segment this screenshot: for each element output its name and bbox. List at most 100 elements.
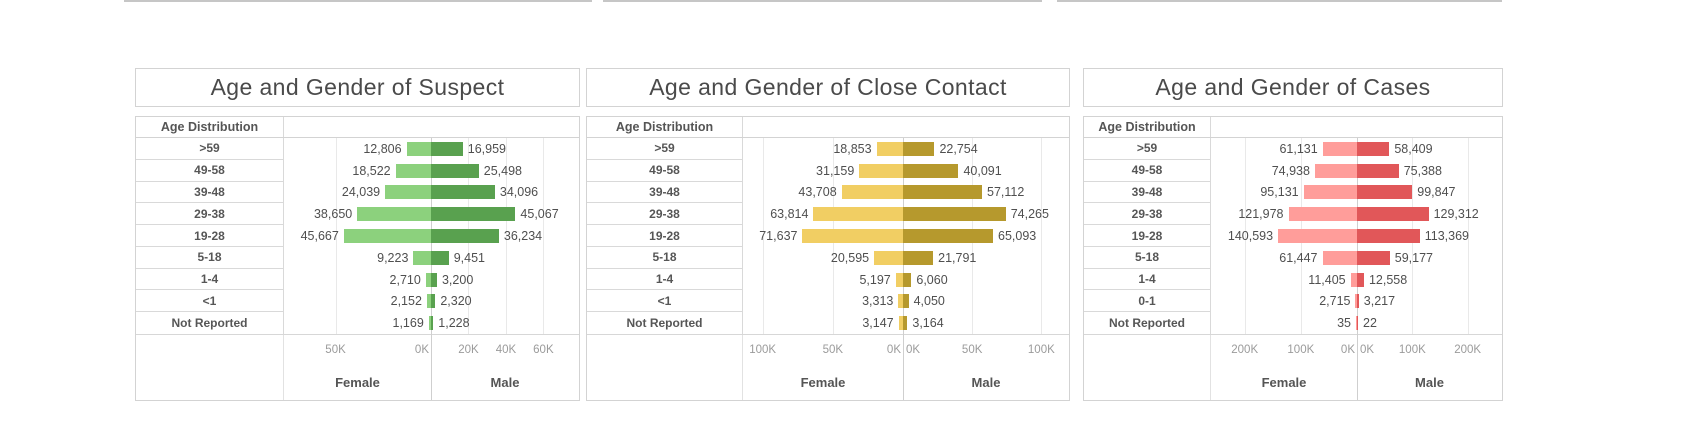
female-bar[interactable]	[841, 185, 903, 200]
age-row-label[interactable]: >59	[587, 138, 743, 160]
male-bar[interactable]	[903, 163, 959, 178]
age-row-label[interactable]: Not Reported	[1084, 312, 1211, 335]
age-row-label[interactable]: 1-4	[1084, 268, 1211, 291]
female-bar[interactable]	[874, 250, 903, 265]
female-bar-cell: 2,710	[284, 269, 431, 291]
male-bar[interactable]	[903, 229, 994, 244]
age-row-label[interactable]: 19-28	[136, 225, 284, 247]
female-bar[interactable]	[898, 316, 903, 331]
male-bar[interactable]	[903, 185, 982, 200]
male-bar-cell: 65,093	[903, 225, 1069, 247]
female-bar[interactable]	[357, 207, 431, 222]
pyramid-rows: >59 61,131 58,409 49-58 74,938 75,388 39-48 95,…	[1084, 138, 1502, 335]
age-row-label[interactable]: 49-58	[587, 159, 743, 182]
female-bar[interactable]	[385, 185, 431, 200]
male-bar[interactable]	[431, 250, 449, 265]
male-bar[interactable]	[431, 185, 495, 200]
age-row-label[interactable]: 39-48	[587, 181, 743, 204]
male-bar[interactable]	[903, 207, 1006, 222]
female-bar[interactable]	[859, 163, 903, 178]
male-bar[interactable]	[1357, 250, 1390, 265]
male-value-label: 74,265	[1010, 207, 1049, 222]
male-bar[interactable]	[903, 294, 909, 309]
age-row-label[interactable]: 0-1	[1084, 290, 1211, 313]
male-bar[interactable]	[431, 229, 499, 244]
age-row-label[interactable]: <1	[587, 290, 743, 313]
age-row-label[interactable]: 49-58	[136, 159, 284, 182]
female-bar-cell: 74,938	[1211, 160, 1357, 182]
male-bar[interactable]	[903, 141, 935, 156]
age-row-label[interactable]: 49-58	[1084, 159, 1211, 182]
female-bar[interactable]	[1355, 294, 1357, 309]
female-bar-cell: 3,313	[743, 290, 903, 312]
female-value-label: 61,131	[1279, 141, 1318, 156]
male-bar-cell: 4,050	[903, 290, 1069, 312]
female-bar[interactable]	[428, 316, 431, 331]
female-bar[interactable]	[1322, 141, 1357, 156]
male-bar[interactable]	[903, 316, 908, 331]
male-bar[interactable]	[1357, 141, 1390, 156]
male-bar[interactable]	[1357, 163, 1399, 178]
female-bar[interactable]	[1350, 272, 1357, 287]
age-row-label[interactable]: >59	[136, 138, 284, 160]
female-bar[interactable]	[406, 141, 431, 156]
female-bar[interactable]	[395, 163, 431, 178]
male-value-label: 25,498	[483, 163, 522, 178]
female-bar[interactable]	[876, 141, 903, 156]
male-axis-tick: 100K	[1398, 343, 1426, 356]
pyramid-row: 29-38 121,978 129,312	[1084, 203, 1502, 226]
male-bar[interactable]	[903, 250, 934, 265]
female-bar-cell: 18,853	[743, 138, 903, 160]
age-row-label[interactable]: 29-38	[136, 203, 284, 226]
age-row-label[interactable]: 5-18	[136, 246, 284, 269]
female-bar[interactable]	[413, 250, 431, 265]
female-bar[interactable]	[1322, 250, 1357, 265]
female-value-label: 63,814	[770, 207, 809, 222]
female-bar[interactable]	[1356, 316, 1357, 331]
age-row-label[interactable]: 5-18	[587, 246, 743, 269]
female-bar-cell: 61,447	[1211, 247, 1357, 269]
female-bar[interactable]	[1314, 163, 1357, 178]
female-value-label: 12,806	[363, 141, 402, 156]
age-row-label[interactable]: 1-4	[136, 268, 284, 291]
male-bar[interactable]	[431, 316, 434, 331]
age-row-label[interactable]: Not Reported	[587, 312, 743, 335]
female-bar[interactable]	[426, 294, 431, 309]
age-row-label[interactable]: 5-18	[1084, 246, 1211, 269]
male-bar[interactable]	[1357, 316, 1358, 331]
male-bar[interactable]	[431, 207, 516, 222]
age-row-label[interactable]: 39-48	[1084, 181, 1211, 204]
male-bar[interactable]	[431, 294, 436, 309]
female-bar[interactable]	[343, 229, 431, 244]
female-bar[interactable]	[425, 272, 431, 287]
male-bar[interactable]	[1357, 185, 1413, 200]
age-row-label[interactable]: 39-48	[136, 181, 284, 204]
female-bar[interactable]	[1288, 207, 1357, 222]
male-bar[interactable]	[903, 272, 912, 287]
female-bar[interactable]	[1278, 229, 1357, 244]
age-row-label[interactable]: 19-28	[1084, 225, 1211, 247]
male-bar[interactable]	[1357, 272, 1364, 287]
male-bar[interactable]	[431, 272, 437, 287]
female-bar[interactable]	[1303, 185, 1357, 200]
age-row-label[interactable]: 29-38	[587, 203, 743, 226]
age-row-label[interactable]: <1	[136, 290, 284, 313]
female-bar[interactable]	[898, 294, 903, 309]
age-row-label[interactable]: 29-38	[1084, 203, 1211, 226]
female-bar[interactable]	[813, 207, 903, 222]
male-bar[interactable]	[1357, 294, 1359, 309]
age-row-label[interactable]: Not Reported	[136, 312, 284, 335]
female-bar[interactable]	[802, 229, 903, 244]
age-row-label[interactable]: 1-4	[587, 268, 743, 291]
female-bar-cell: 2,152	[284, 290, 431, 312]
male-bar[interactable]	[431, 163, 479, 178]
male-bar[interactable]	[431, 141, 463, 156]
male-bar[interactable]	[1357, 207, 1429, 222]
age-row-label[interactable]: 19-28	[587, 225, 743, 247]
chart-panel-suspect: Age and Gender of Suspect Age Distributi…	[135, 68, 580, 401]
age-row-label[interactable]: >59	[1084, 138, 1211, 160]
male-value-label: 65,093	[998, 229, 1037, 244]
male-axis: 0K 100K 200K	[1357, 335, 1502, 364]
female-bar[interactable]	[895, 272, 903, 287]
male-bar[interactable]	[1357, 229, 1420, 244]
